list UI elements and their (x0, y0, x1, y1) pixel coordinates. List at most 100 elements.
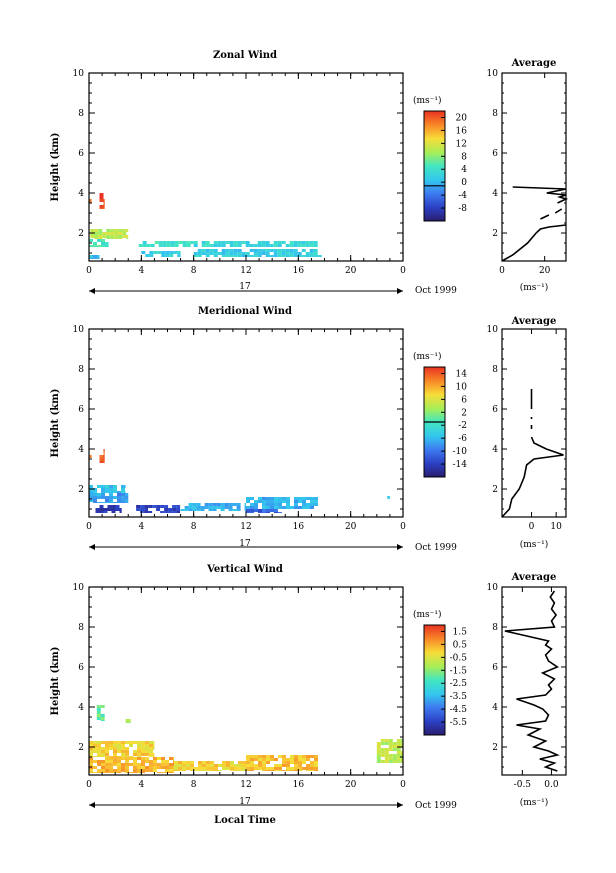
heat-cell (269, 244, 274, 247)
heat-cell (137, 757, 141, 760)
heat-cell (121, 766, 125, 769)
heat-cell (212, 503, 217, 506)
heat-cell (305, 244, 310, 247)
heat-cell (101, 763, 105, 766)
heat-cell (121, 747, 125, 750)
heat-cell (236, 503, 241, 506)
heat-cell (109, 757, 113, 760)
heat-cell (89, 750, 93, 753)
y-axis-label: Height (km) (50, 389, 61, 458)
heat-cell (97, 502, 101, 503)
heat-cell (262, 503, 266, 506)
heat-cell (89, 491, 93, 493)
heat-cell (99, 458, 104, 461)
data-cell (99, 193, 105, 209)
heat-cell (293, 249, 298, 252)
average-frame (501, 586, 567, 776)
heat-cell (221, 252, 226, 255)
heat-cell (258, 767, 262, 770)
heat-cell (178, 761, 182, 764)
heat-cell (237, 249, 242, 252)
heat-cell (115, 505, 120, 508)
heat-cell (400, 742, 403, 745)
heat-cell (245, 241, 250, 244)
heat-cell (94, 235, 99, 238)
heat-cell (269, 255, 274, 257)
x-tick-label: 12 (240, 780, 251, 790)
heat-cell (99, 196, 104, 199)
colorbar-tick-label: 2 (461, 408, 467, 418)
heat-cell (166, 241, 171, 244)
heat-cell (103, 449, 105, 452)
y-tick-label: 4 (78, 445, 84, 455)
heat-cell (149, 251, 154, 254)
heat-cell (254, 767, 258, 770)
heat-cell (89, 769, 93, 772)
heat-cell (105, 496, 109, 499)
heat-cell (313, 241, 318, 244)
heat-cell (173, 251, 178, 254)
heat-cell (206, 770, 210, 771)
heat-cell (206, 761, 210, 764)
average-profile-line (501, 436, 564, 518)
x-axis-label: Local Time (214, 815, 276, 826)
heat-cell (254, 500, 258, 503)
y-tick-label: 6 (78, 405, 84, 415)
heat-cell (93, 747, 97, 750)
panel-title: Zonal Wind (213, 50, 277, 61)
heat-cell (258, 512, 262, 513)
heat-cell (208, 503, 213, 506)
heat-cell (137, 769, 141, 772)
heat-cell (117, 769, 121, 772)
x-tick-label: 0 (86, 522, 92, 532)
heat-cell (153, 769, 157, 772)
heat-cell (198, 770, 202, 771)
heat-cell (165, 251, 170, 254)
heat-cell (194, 767, 198, 770)
heat-cell (172, 508, 177, 511)
heat-cell (176, 511, 181, 513)
heat-cell (110, 235, 115, 238)
data-cell (125, 719, 131, 723)
heat-cell (89, 455, 92, 458)
heat-cell (201, 244, 206, 247)
heat-cell (220, 509, 225, 511)
heat-cell (121, 496, 125, 499)
heat-cell (262, 755, 266, 758)
heat-cell (180, 509, 185, 511)
colorbar-unit: (ms⁻¹) (413, 351, 442, 362)
heat-cell (250, 509, 254, 512)
heat-cell (119, 511, 122, 513)
heat-cell (208, 506, 213, 509)
average-frame (501, 72, 567, 262)
heat-cell (89, 744, 93, 747)
heat-cell (97, 496, 101, 499)
heat-cell (125, 766, 129, 769)
heat-cell (218, 764, 222, 767)
heat-cell (172, 511, 177, 513)
heat-cell (384, 757, 389, 760)
heat-cell (233, 241, 238, 244)
heat-cell (121, 769, 125, 772)
heat-cell (313, 249, 318, 252)
heat-cell (174, 770, 178, 771)
heat-cell (213, 249, 218, 252)
heat-cell (133, 769, 137, 772)
heat-cell (121, 763, 125, 766)
heat-cell (314, 497, 318, 500)
heat-cell (202, 770, 206, 771)
heat-cell (266, 767, 270, 770)
heat-cell (193, 255, 198, 257)
heat-cell (160, 511, 165, 513)
heat-cell (101, 747, 105, 750)
heat-cell (97, 258, 100, 259)
heat-cell (246, 755, 250, 758)
heat-cell (278, 764, 282, 767)
heat-cell (212, 509, 217, 511)
heat-cell (298, 770, 302, 771)
heat-cell (222, 767, 226, 770)
heat-cell (89, 493, 93, 496)
